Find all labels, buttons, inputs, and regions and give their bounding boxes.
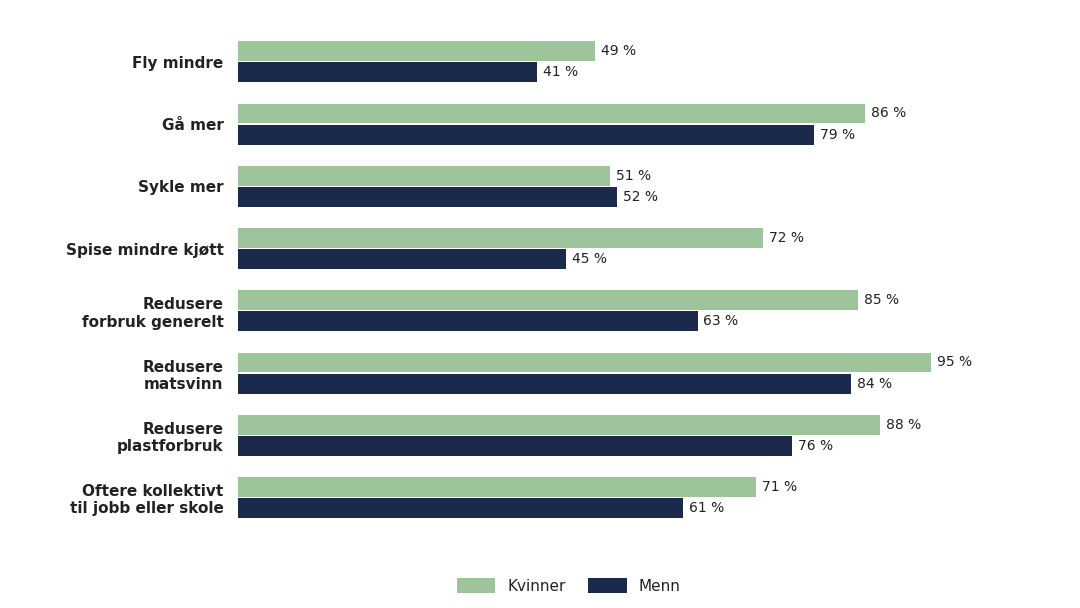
- Text: 49 %: 49 %: [602, 44, 636, 58]
- Bar: [238, 374, 851, 393]
- Text: 52 %: 52 %: [623, 190, 658, 204]
- Text: 79 %: 79 %: [820, 128, 855, 142]
- Bar: [238, 103, 865, 123]
- Bar: [238, 498, 683, 518]
- Legend: Kvinner, Menn: Kvinner, Menn: [449, 570, 688, 601]
- Text: 88 %: 88 %: [886, 418, 921, 432]
- Text: 41 %: 41 %: [543, 66, 578, 80]
- Text: 61 %: 61 %: [689, 501, 724, 515]
- Text: 86 %: 86 %: [872, 106, 906, 120]
- Text: 51 %: 51 %: [616, 169, 651, 183]
- Bar: [238, 41, 595, 61]
- Bar: [238, 415, 880, 435]
- Text: 85 %: 85 %: [864, 293, 899, 307]
- Bar: [238, 63, 537, 82]
- Bar: [238, 228, 764, 248]
- Bar: [238, 125, 814, 145]
- Text: 95 %: 95 %: [937, 356, 972, 370]
- Text: 76 %: 76 %: [798, 439, 834, 453]
- Bar: [238, 311, 698, 331]
- Bar: [238, 353, 931, 373]
- Bar: [238, 290, 859, 310]
- Text: 84 %: 84 %: [856, 376, 892, 390]
- Text: 45 %: 45 %: [572, 252, 607, 266]
- Bar: [238, 187, 617, 207]
- Text: 63 %: 63 %: [703, 314, 739, 328]
- Bar: [238, 249, 566, 269]
- Bar: [238, 477, 756, 497]
- Bar: [238, 436, 793, 456]
- Text: 71 %: 71 %: [761, 480, 797, 494]
- Bar: [238, 166, 610, 185]
- Text: 72 %: 72 %: [769, 231, 804, 245]
